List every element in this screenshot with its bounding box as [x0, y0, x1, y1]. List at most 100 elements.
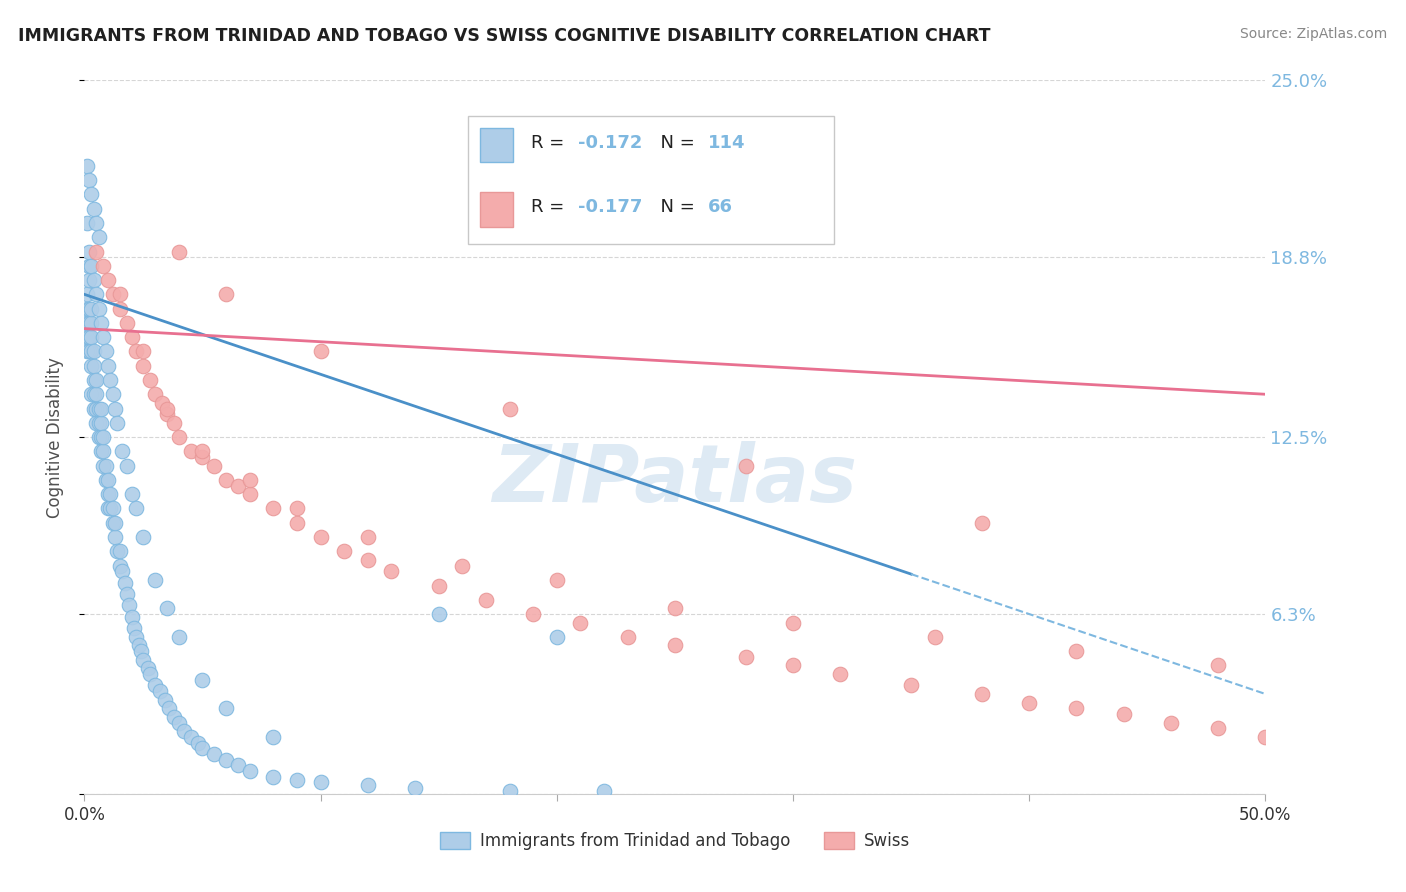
Point	[84, 416, 107, 430]
Point	[1372, 230, 1395, 244]
Point	[97, 487, 120, 501]
Point	[101, 387, 124, 401]
Text: IMMIGRANTS FROM TRINIDAD AND TOBAGO VS SWISS COGNITIVE DISABILITY CORRELATION CH: IMMIGRANTS FROM TRINIDAD AND TOBAGO VS S…	[18, 27, 991, 45]
Point	[98, 487, 121, 501]
Point	[143, 573, 166, 587]
Point	[191, 450, 214, 464]
Point	[404, 781, 426, 796]
Point	[333, 544, 356, 558]
Point	[107, 416, 129, 430]
Point	[226, 758, 249, 772]
Point	[924, 630, 946, 644]
Point	[84, 373, 107, 387]
Text: R =: R =	[531, 134, 569, 152]
Point	[215, 287, 238, 301]
Point	[76, 344, 98, 359]
Point	[90, 316, 112, 330]
Point	[664, 639, 686, 653]
Point	[427, 607, 450, 621]
Point	[108, 301, 131, 316]
Point	[569, 615, 592, 630]
Point	[101, 516, 124, 530]
Point	[77, 330, 100, 344]
Point	[262, 770, 284, 784]
Point	[97, 473, 120, 487]
Point	[139, 373, 162, 387]
Point	[522, 607, 544, 621]
Bar	[479, 193, 513, 227]
Point	[357, 778, 380, 792]
Point	[215, 701, 238, 715]
Point	[451, 558, 474, 573]
Point	[475, 592, 498, 607]
Point	[143, 678, 166, 692]
Point	[309, 344, 332, 359]
Point	[76, 159, 98, 173]
Point	[115, 587, 138, 601]
Point	[546, 573, 568, 587]
Point	[191, 741, 214, 756]
Point	[900, 678, 922, 692]
Point	[111, 444, 134, 458]
Point	[1206, 721, 1229, 735]
Point	[136, 661, 159, 675]
Point	[546, 630, 568, 644]
Text: Source: ZipAtlas.com: Source: ZipAtlas.com	[1240, 27, 1388, 41]
Point	[156, 401, 179, 416]
Point	[125, 630, 148, 644]
Point	[664, 601, 686, 615]
Point	[77, 173, 100, 187]
Point	[101, 287, 124, 301]
Point	[498, 401, 520, 416]
Point	[153, 692, 176, 706]
Text: -0.172: -0.172	[578, 134, 643, 152]
Point	[80, 301, 103, 316]
Point	[1018, 696, 1040, 710]
Point	[215, 473, 238, 487]
FancyBboxPatch shape	[468, 116, 834, 244]
Point	[970, 687, 993, 701]
Point	[1254, 730, 1277, 744]
Point	[125, 344, 148, 359]
Point	[139, 667, 162, 681]
Text: -0.177: -0.177	[578, 198, 643, 216]
Point	[84, 387, 107, 401]
Point	[239, 487, 262, 501]
Point	[173, 724, 195, 739]
Point	[132, 653, 155, 667]
Point	[80, 316, 103, 330]
Point	[167, 430, 190, 444]
Point	[167, 715, 190, 730]
Point	[77, 316, 100, 330]
Point	[83, 387, 105, 401]
Point	[87, 301, 110, 316]
Point	[76, 287, 98, 301]
Point	[285, 501, 308, 516]
Point	[132, 344, 155, 359]
Point	[108, 558, 131, 573]
Point	[129, 644, 152, 658]
Point	[121, 487, 143, 501]
Point	[156, 407, 179, 421]
Point	[180, 444, 202, 458]
Point	[90, 444, 112, 458]
Point	[357, 530, 380, 544]
Point	[76, 330, 98, 344]
Point	[118, 599, 141, 613]
Point	[285, 516, 308, 530]
Point	[180, 730, 202, 744]
Point	[239, 764, 262, 778]
Point	[1302, 187, 1324, 202]
Point	[150, 396, 173, 410]
Point	[202, 458, 225, 473]
Point	[187, 735, 209, 749]
Point	[121, 610, 143, 624]
Point	[132, 359, 155, 373]
Point	[77, 259, 100, 273]
Point	[115, 316, 138, 330]
Point	[83, 344, 105, 359]
Point	[80, 259, 103, 273]
Point	[734, 458, 756, 473]
Point	[87, 401, 110, 416]
Point	[83, 373, 105, 387]
